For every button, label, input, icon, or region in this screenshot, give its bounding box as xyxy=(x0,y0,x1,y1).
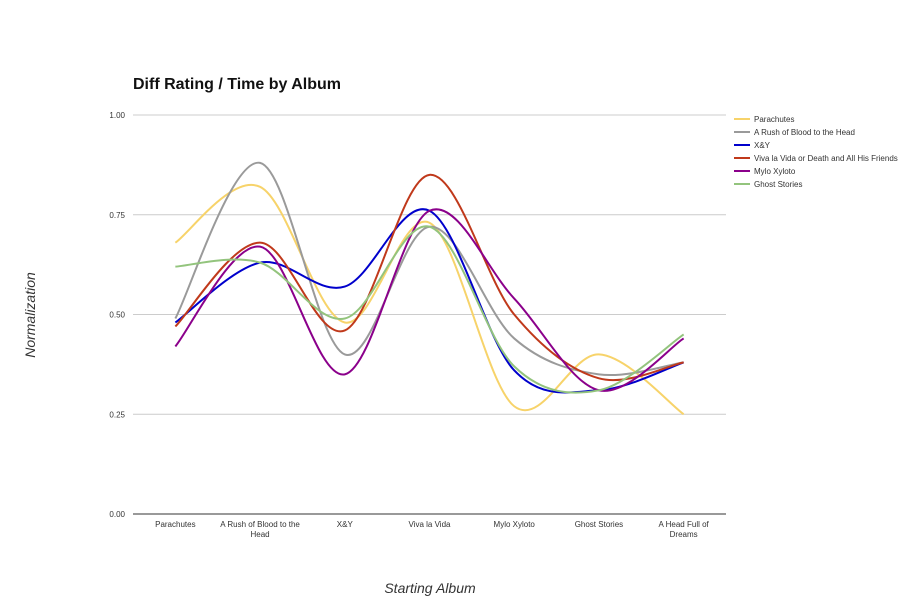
y-tick-label: 1.00 xyxy=(109,111,125,120)
series-line xyxy=(174,208,684,394)
legend-label: A Rush of Blood to the Head xyxy=(754,128,855,137)
y-tick-label: 0.75 xyxy=(109,211,125,220)
series-line xyxy=(174,183,685,416)
y-tick-label: 0.50 xyxy=(109,311,125,320)
x-tick-label: Mylo Xyloto xyxy=(494,520,536,529)
gridlines xyxy=(133,114,726,515)
x-tick-label: A Head Full of Dreams xyxy=(659,520,710,539)
legend-label: X&Y xyxy=(754,141,771,150)
series-line xyxy=(175,225,685,394)
y-axis-ticks: 0.00 0.25 0.50 0.75 1.00 xyxy=(109,111,125,519)
x-tick-label: Viva la Vida xyxy=(409,520,452,529)
series-line xyxy=(174,208,685,392)
series-line xyxy=(174,161,684,377)
y-tick-label: 0.00 xyxy=(109,510,125,519)
legend: Parachutes A Rush of Blood to the Head X&Y… xyxy=(734,115,898,189)
legend-label: Ghost Stories xyxy=(754,180,802,189)
x-tick-label: A Rush of Blood to the Head xyxy=(220,520,300,539)
x-axis-ticks: Parachutes A Rush of Blood to the Head X&Y V… xyxy=(155,520,709,539)
x-tick-label: Ghost Stories xyxy=(575,520,623,529)
y-axis-title: Normalization xyxy=(22,272,38,358)
chart-title: Diff Rating / Time by Album xyxy=(133,76,341,93)
y-tick-label: 0.25 xyxy=(109,410,125,419)
legend-label: Viva la Vida or Death and All His Friend… xyxy=(754,154,898,163)
x-tick-label: X&Y xyxy=(337,520,354,529)
legend-label: Parachutes xyxy=(754,115,794,124)
x-axis-title: Starting Album xyxy=(384,580,476,596)
series-lines xyxy=(174,161,685,416)
series-line xyxy=(174,173,684,381)
x-tick-label: Parachutes xyxy=(155,520,195,529)
legend-label: Mylo Xyloto xyxy=(754,167,796,176)
